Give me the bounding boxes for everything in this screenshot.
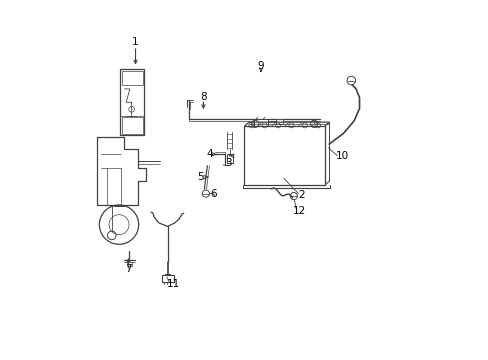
Bar bbox=[127, 262, 131, 266]
Text: 11: 11 bbox=[166, 279, 179, 289]
Text: 3: 3 bbox=[225, 158, 232, 168]
Text: 8: 8 bbox=[200, 92, 206, 102]
Bar bbox=[122, 71, 142, 85]
Text: 9: 9 bbox=[257, 61, 264, 71]
Bar bbox=[254, 119, 267, 126]
Bar bbox=[120, 69, 144, 135]
Bar bbox=[162, 275, 173, 282]
Text: 6: 6 bbox=[210, 189, 216, 199]
Text: 2: 2 bbox=[298, 190, 305, 200]
Text: 10: 10 bbox=[335, 151, 348, 161]
Bar bbox=[122, 117, 142, 134]
Bar bbox=[244, 126, 324, 185]
Bar bbox=[276, 119, 282, 124]
Text: 5: 5 bbox=[197, 172, 204, 182]
Bar bbox=[226, 154, 233, 163]
Text: 1: 1 bbox=[132, 37, 139, 48]
Text: 12: 12 bbox=[293, 206, 306, 216]
Text: 4: 4 bbox=[206, 149, 213, 159]
Text: 7: 7 bbox=[125, 264, 131, 274]
Bar bbox=[127, 116, 136, 123]
